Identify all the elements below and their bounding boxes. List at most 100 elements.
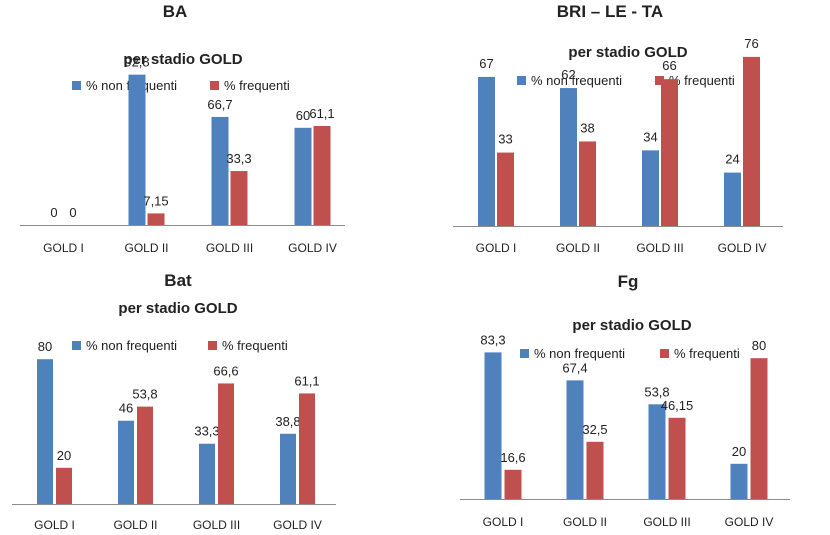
bar [218, 383, 234, 504]
data-label: 76 [744, 36, 758, 51]
data-label: 80 [752, 338, 766, 353]
x-tick-label: GOLD I [483, 515, 524, 529]
legend-label: % frequenti [222, 338, 288, 353]
x-tick-label: GOLD II [124, 241, 168, 255]
data-label: 20 [57, 448, 71, 463]
bar [668, 417, 686, 499]
data-label: 38 [580, 120, 594, 135]
x-tick-label: GOLD I [476, 241, 517, 255]
legend-swatch [208, 341, 217, 350]
data-label: 33 [498, 132, 512, 147]
chart-subtitle: per stadio GOLD [572, 317, 691, 334]
legend-label: % frequenti [669, 73, 735, 88]
legend-swatch [660, 349, 669, 358]
legend-swatch [517, 76, 526, 85]
x-tick-label: GOLD IV [718, 241, 767, 255]
x-tick-label: GOLD II [556, 241, 600, 255]
legend-swatch [655, 76, 664, 85]
x-tick-label: GOLD III [636, 241, 683, 255]
bar [199, 443, 215, 504]
bar [566, 380, 584, 499]
bar [661, 79, 678, 227]
data-label: 7,15 [143, 193, 168, 208]
x-tick-label: GOLD III [193, 518, 240, 532]
data-label: 80 [38, 339, 52, 354]
bar [586, 441, 604, 499]
bar [743, 56, 760, 227]
bar [478, 76, 495, 226]
data-label: 66,7 [207, 97, 232, 112]
x-tick-label: GOLD II [563, 515, 607, 529]
data-label: 53,8 [132, 387, 157, 402]
bar [299, 393, 315, 504]
bar [118, 420, 134, 504]
legend-swatch [72, 81, 81, 90]
legend-swatch [72, 341, 81, 350]
bar [497, 152, 514, 226]
x-tick-label: GOLD II [113, 518, 157, 532]
data-label: 60 [296, 108, 310, 123]
data-label: 66 [662, 58, 676, 73]
data-label: 16,6 [500, 450, 525, 465]
bar [137, 406, 153, 504]
bar [128, 74, 146, 225]
data-label: 33,3 [194, 424, 219, 439]
bar [484, 352, 502, 499]
bar [211, 116, 229, 225]
data-label: 34 [643, 129, 657, 144]
legend-label: % non frequenti [534, 346, 625, 361]
x-tick-label: GOLD I [43, 241, 84, 255]
data-label: 83,3 [480, 332, 505, 347]
bar [280, 433, 296, 504]
x-tick-label: GOLD IV [273, 518, 322, 532]
data-label: 0 [69, 205, 76, 220]
data-label: 46,15 [661, 398, 694, 413]
data-label: 24 [725, 152, 739, 167]
chart-title: Fg [618, 272, 639, 291]
bar [504, 469, 522, 499]
bar [560, 88, 577, 226]
legend-label: % frequenti [674, 346, 740, 361]
bar [730, 463, 748, 499]
data-label: 92,8 [124, 55, 149, 70]
bar [294, 127, 312, 225]
data-label: 61,1 [294, 373, 319, 388]
legend-label: % non frequenti [531, 73, 622, 88]
data-label: 62 [561, 67, 575, 82]
data-label: 38,8 [275, 414, 300, 429]
data-label: 46 [119, 401, 133, 416]
legend-swatch [520, 349, 529, 358]
chart-title: BA [163, 2, 188, 21]
data-label: 67 [479, 56, 493, 71]
data-label: 20 [732, 444, 746, 459]
legend-label: % non frequenti [86, 338, 177, 353]
data-label: 66,6 [213, 363, 238, 378]
data-label: 53,8 [644, 384, 669, 399]
chart-subtitle: per stadio GOLD [568, 44, 687, 61]
data-label: 33,3 [226, 151, 251, 166]
bar [724, 172, 741, 226]
x-tick-label: GOLD IV [288, 241, 337, 255]
chart-subtitle: per stadio GOLD [123, 51, 242, 68]
x-tick-label: GOLD IV [725, 515, 774, 529]
data-label: 0 [50, 205, 57, 220]
chart-subtitle: per stadio GOLD [118, 300, 237, 317]
bar [313, 126, 331, 225]
bar [230, 171, 248, 225]
chart-title: BRI – LE - TA [557, 2, 663, 21]
bar [642, 150, 659, 226]
bar [56, 467, 72, 504]
bar [37, 359, 53, 504]
bar [147, 213, 165, 225]
chart-title: Bat [164, 271, 192, 290]
legend-label: % frequenti [224, 78, 290, 93]
bar [750, 358, 768, 499]
legend-swatch [210, 81, 219, 90]
x-tick-label: GOLD III [643, 515, 690, 529]
x-tick-label: GOLD I [34, 518, 75, 532]
bar [579, 141, 596, 226]
data-label: 32,5 [582, 422, 607, 437]
data-label: 67,4 [562, 360, 587, 375]
x-tick-label: GOLD III [206, 241, 253, 255]
